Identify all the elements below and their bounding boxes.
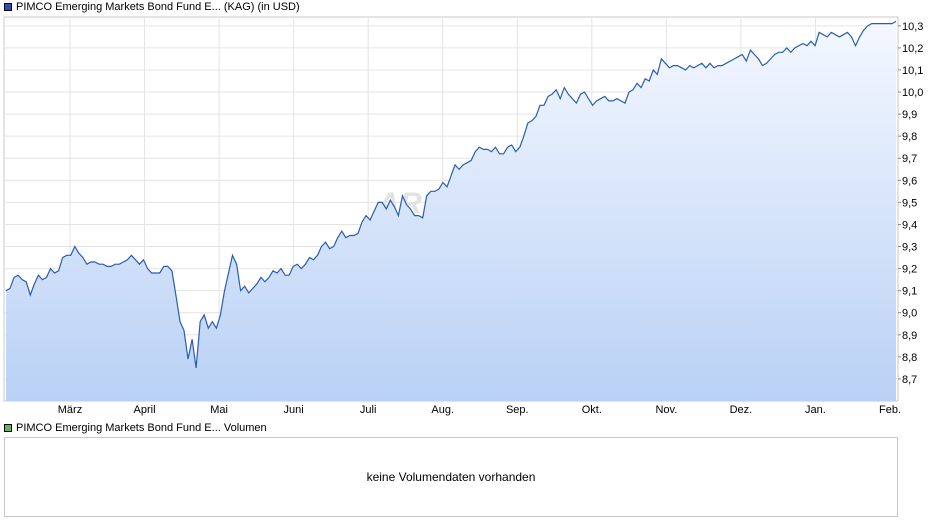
x-tick-label: April: [134, 404, 156, 416]
y-tick-label: 10,0: [902, 87, 923, 99]
price-line: [5, 20, 897, 368]
x-axis-labels: März April Mai Juni Juli Aug. Sep. Okt. Nov. Dez.…: [58, 404, 901, 416]
x-tick-label: Feb.: [879, 404, 901, 416]
x-tick-label: Sep.: [506, 404, 529, 416]
x-tick-label: Nov.: [655, 404, 677, 416]
x-tick-label: Juni: [284, 404, 304, 416]
volume-legend-label: PIMCO Emerging Markets Bond Fund E... Vo…: [16, 422, 267, 434]
y-tick-label: 9,9: [902, 109, 917, 121]
x-tick-label: März: [58, 404, 82, 416]
y-tick-label: 10,3: [902, 21, 923, 33]
x-tick-label: Mai: [210, 404, 228, 416]
x-tick-label: Juli: [360, 404, 377, 416]
y-tick-label: 8,8: [902, 352, 917, 364]
y-tick-label: 9,3: [902, 242, 917, 254]
volume-chart-area: keine Volumendaten vorhanden: [4, 437, 898, 517]
y-tick-label: 9,4: [902, 219, 917, 231]
y-tick-label: 8,9: [902, 330, 917, 342]
y-axis-labels: 8,7 8,8 8,9 9,0 9,1 9,2 9,3 9,4 9,5 9,6 9,7 9,8 9,9 1…: [902, 21, 923, 386]
volume-legend-swatch: [4, 424, 12, 432]
price-area-fill: [6, 21, 896, 402]
price-legend: PIMCO Emerging Markets Bond Fund E... (K…: [4, 0, 300, 14]
y-tick-label: 9,7: [902, 153, 917, 165]
price-chart: ARIVA.DE 8,78,88,99,09,19,29,39,49,59,69…: [3, 16, 923, 416]
no-volume-message: keine Volumendaten vorhanden: [366, 470, 536, 484]
y-tick-label: 9,2: [902, 264, 917, 276]
y-tick-label: 9,1: [902, 286, 917, 298]
y-tick-label: 9,6: [902, 175, 917, 187]
volume-legend: PIMCO Emerging Markets Bond Fund E... Vo…: [4, 421, 267, 435]
x-tick-label: Aug.: [431, 404, 454, 416]
y-tick-label: 8,7: [902, 374, 917, 386]
y-tick-label: 10,2: [902, 43, 923, 55]
y-tick-label: 10,1: [902, 65, 923, 77]
price-legend-label: PIMCO Emerging Markets Bond Fund E... (K…: [16, 1, 300, 13]
y-tick-label: 9,5: [902, 197, 917, 209]
x-tick-label: Jan.: [805, 404, 826, 416]
y-tick-label: 9,8: [902, 131, 917, 143]
price-legend-swatch: [4, 3, 12, 11]
x-tick-label: Dez.: [730, 404, 753, 416]
x-tick-label: Okt.: [582, 404, 602, 416]
y-tick-label: 9,0: [902, 308, 917, 320]
